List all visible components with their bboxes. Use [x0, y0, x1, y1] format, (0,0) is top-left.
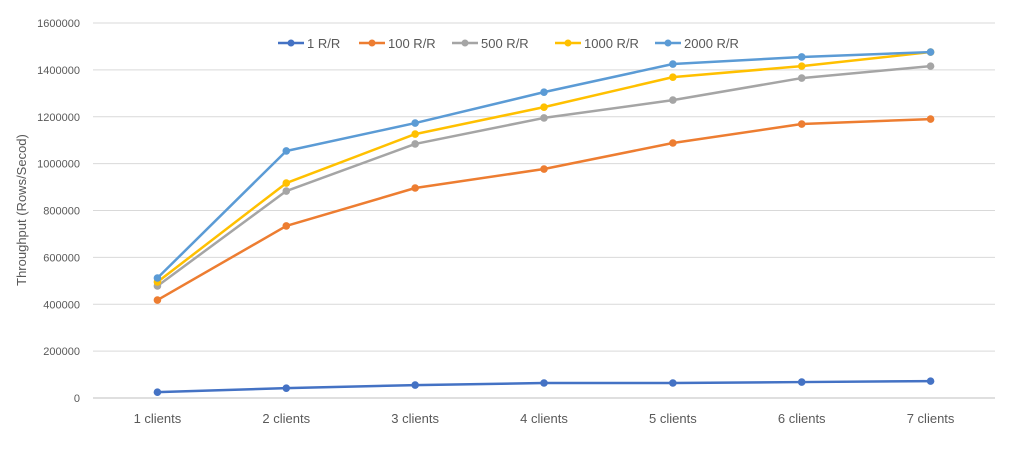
legend-label: 2000 R/R	[684, 36, 739, 51]
legend-item: 500 R/R	[452, 36, 529, 51]
legend-marker	[368, 39, 376, 47]
data-point	[282, 384, 291, 392]
legend-label: 100 R/R	[388, 36, 436, 51]
data-point	[411, 130, 419, 138]
data-point	[669, 96, 677, 104]
data-point	[669, 73, 677, 81]
legend-label: 500 R/R	[481, 36, 529, 51]
legend-item: 2000 R/R	[655, 36, 739, 51]
legend-item: 100 R/R	[359, 36, 436, 51]
data-point	[411, 381, 419, 389]
data-point	[153, 388, 162, 396]
legend-item: 1000 R/R	[555, 36, 639, 51]
legend: 1 R/R 100 R/R 500 R/R 1000 R/R 2000 R/R	[278, 36, 739, 51]
y-tick-label: 0	[74, 393, 80, 405]
data-point	[282, 222, 291, 230]
data-point	[411, 119, 419, 127]
data-point	[540, 103, 548, 111]
data-point	[926, 48, 935, 56]
y-tick-label: 1600000	[37, 18, 80, 30]
data-point	[282, 147, 291, 155]
data-point	[540, 88, 548, 96]
series-group	[153, 48, 935, 396]
x-tick-label: 7 clients	[907, 411, 955, 426]
data-point	[411, 140, 419, 148]
data-point	[926, 62, 935, 70]
data-point	[540, 165, 548, 173]
legend-marker	[287, 39, 295, 47]
data-point	[797, 120, 806, 128]
gridlines	[93, 22, 995, 399]
data-point	[797, 62, 806, 70]
series-2000-r-r	[153, 48, 935, 282]
data-point	[926, 377, 935, 385]
legend-marker	[461, 39, 469, 47]
y-tick-label: 400000	[43, 299, 80, 311]
data-point	[153, 274, 162, 282]
data-point	[540, 114, 548, 122]
legend-label: 1 R/R	[307, 36, 340, 51]
y-tick-label: 800000	[43, 206, 80, 218]
y-axis-ticks: 0 200000 400000 600000 800000 1000000 1200000 1…	[37, 18, 80, 405]
data-point	[282, 179, 291, 187]
x-tick-label: 1 clients	[134, 411, 182, 426]
y-axis-label: Throughput (Rows/Secod)	[14, 134, 29, 286]
x-tick-label: 6 clients	[778, 411, 826, 426]
data-point	[669, 60, 677, 68]
legend-label: 1000 R/R	[584, 36, 639, 51]
x-tick-label: 3 clients	[391, 411, 439, 426]
y-tick-label: 1400000	[37, 65, 80, 77]
y-tick-label: 200000	[43, 346, 80, 358]
legend-marker	[564, 39, 572, 47]
data-point	[411, 184, 419, 192]
series-line	[156, 64, 931, 287]
series-1-r-r	[153, 377, 935, 396]
series-line	[156, 50, 931, 279]
legend-item: 1 R/R	[278, 36, 340, 51]
x-tick-label: 5 clients	[649, 411, 697, 426]
series-line	[156, 117, 931, 302]
y-tick-label: 1200000	[37, 112, 80, 124]
series-100-r-r	[153, 115, 935, 304]
x-tick-label: 2 clients	[262, 411, 310, 426]
data-point	[797, 53, 806, 61]
data-point	[669, 139, 677, 147]
legend-marker	[664, 39, 672, 47]
x-tick-label: 4 clients	[520, 411, 568, 426]
data-point	[669, 379, 677, 387]
y-tick-label: 1000000	[37, 159, 80, 171]
data-point	[926, 115, 935, 123]
data-point	[153, 296, 162, 304]
y-tick-label: 600000	[43, 252, 80, 264]
data-point	[797, 74, 806, 82]
series-500-r-r	[153, 62, 935, 290]
data-point	[797, 378, 806, 386]
x-axis-ticks: 1 clients 2 clients 3 clients 4 clients 5 cl…	[134, 411, 955, 426]
data-point	[540, 379, 548, 387]
data-point	[282, 187, 291, 195]
